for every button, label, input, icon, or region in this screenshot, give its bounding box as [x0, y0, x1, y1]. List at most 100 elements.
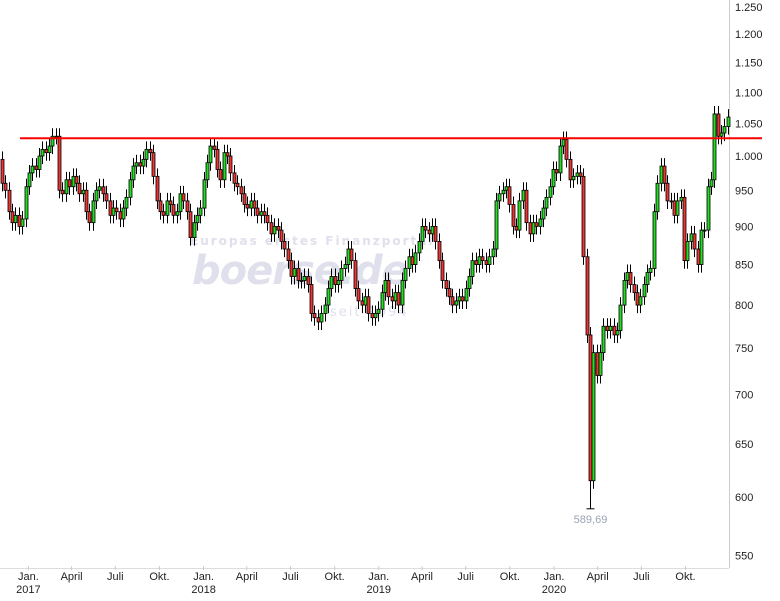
candle-body — [558, 145, 563, 174]
candle — [265, 207, 270, 231]
y-tick-label: 1.050 — [735, 118, 763, 130]
x-tick-month: Okt. — [675, 571, 695, 583]
candle-body — [276, 225, 281, 231]
candle — [564, 131, 569, 168]
candle-body — [440, 260, 445, 281]
candle-body — [507, 186, 512, 205]
candle — [709, 171, 714, 195]
candle-body — [121, 207, 126, 220]
candle-body — [538, 218, 543, 227]
candle-body — [648, 268, 653, 273]
candle — [440, 252, 445, 289]
candle-body — [437, 240, 442, 262]
candle — [487, 248, 492, 273]
x-tick-month: Jan. — [368, 571, 389, 583]
candle — [561, 131, 566, 155]
candle-body — [413, 252, 418, 265]
candle — [652, 203, 657, 277]
candle-body — [87, 211, 92, 224]
candle — [608, 318, 613, 339]
candle-body — [541, 207, 546, 220]
candle — [433, 218, 438, 250]
candle — [349, 241, 354, 269]
candle-body — [168, 200, 173, 205]
candle-body — [685, 240, 690, 262]
candle — [470, 252, 475, 285]
candle-body — [682, 196, 687, 262]
candle — [571, 168, 576, 188]
candle-body — [568, 158, 573, 181]
candle-body — [517, 200, 522, 231]
candle-body — [235, 182, 240, 188]
candle — [40, 141, 45, 165]
candle-body — [128, 179, 133, 198]
candle-body — [410, 256, 415, 265]
candle-body — [181, 193, 186, 202]
x-tick-month: Jan. — [18, 571, 39, 583]
candle-body — [50, 135, 55, 147]
candle — [13, 207, 18, 231]
candle — [262, 203, 267, 224]
y-tick-label: 1.100 — [735, 87, 763, 99]
candle — [534, 214, 539, 235]
candle-body — [269, 222, 274, 235]
candle — [591, 344, 596, 489]
candle-body — [699, 229, 704, 265]
x-tick-month: Jan. — [544, 571, 565, 583]
candle — [454, 292, 459, 314]
candle-body — [511, 204, 516, 227]
candle-body — [54, 135, 59, 138]
candle-body — [208, 145, 213, 164]
candle-body — [501, 189, 506, 195]
y-tick-label: 1.150 — [735, 58, 763, 70]
candle-body — [722, 126, 727, 134]
candle-body — [319, 313, 324, 323]
candle-body — [333, 276, 338, 285]
candle-body — [393, 292, 398, 302]
candle-body — [578, 172, 583, 177]
candle-body — [581, 175, 586, 258]
candle-body — [286, 248, 291, 262]
x-tick-year: 2019 — [367, 584, 391, 596]
candle — [289, 252, 294, 285]
candle — [447, 280, 452, 305]
candle — [450, 288, 455, 314]
candle-body — [628, 272, 633, 285]
candle-body — [571, 175, 576, 181]
candle-body — [155, 175, 160, 202]
x-tick-month: Okt. — [149, 571, 169, 583]
candle — [467, 268, 472, 297]
candle — [91, 192, 96, 231]
candle-body — [108, 200, 113, 216]
candle-body — [420, 225, 425, 242]
y-tick-label: 850 — [735, 260, 753, 272]
candle — [30, 158, 35, 181]
candle — [118, 203, 123, 228]
candle — [655, 175, 660, 220]
candle-body — [309, 284, 314, 314]
candle-body — [625, 272, 630, 281]
candle-body — [232, 172, 237, 184]
candle — [296, 260, 301, 289]
candle-body — [396, 292, 401, 306]
candle-body — [477, 256, 482, 265]
candle-body — [3, 182, 8, 191]
x-tick-year: 2020 — [542, 584, 566, 596]
candle — [198, 200, 203, 224]
candle-body — [13, 214, 18, 224]
candle-body — [0, 158, 5, 184]
candle — [279, 222, 284, 250]
candle — [464, 280, 469, 309]
candle — [84, 182, 89, 220]
candle-body — [484, 260, 489, 265]
candle — [309, 276, 314, 322]
candle-body — [612, 325, 617, 336]
candle — [195, 207, 200, 231]
candle-body — [642, 284, 647, 298]
y-tick-label: 1.200 — [735, 29, 763, 41]
candle-body — [97, 186, 102, 191]
candle-body — [719, 132, 724, 137]
candle-body — [74, 175, 79, 184]
candle — [541, 200, 546, 228]
candle — [239, 178, 244, 202]
